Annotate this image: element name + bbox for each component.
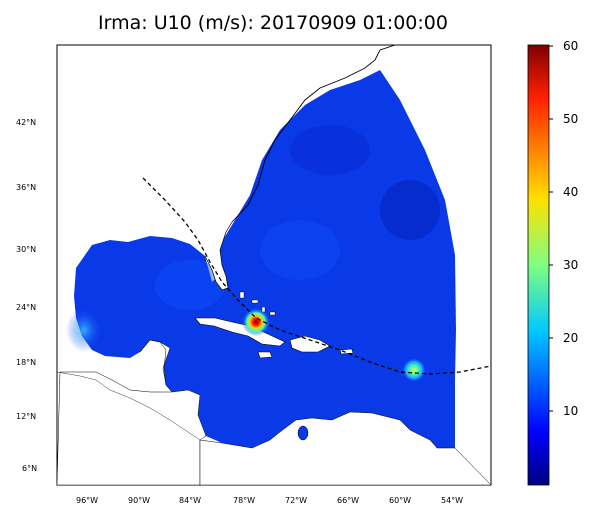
colorbar-label-60: 60 <box>563 39 578 53</box>
storm-track <box>142 177 491 375</box>
colorbar-label-10: 10 <box>563 404 578 418</box>
lon-label-54: 54°W <box>441 496 463 505</box>
low-wind-patch-2 <box>290 125 370 175</box>
low-wind-patch <box>380 180 440 240</box>
lat-label-12: 12°N <box>16 412 36 421</box>
lat-label-24: 24°N <box>16 303 36 312</box>
lat-label-6: 6°N <box>22 464 37 473</box>
puerto-rico-land <box>339 348 354 355</box>
colorbar-label-50: 50 <box>563 112 578 126</box>
florida-land <box>204 221 233 291</box>
irma-wind-core <box>242 308 270 336</box>
colorbar-label-40: 40 <box>563 185 578 199</box>
lon-label-60: 60°W <box>389 496 411 505</box>
jamaica-land <box>257 351 273 359</box>
gulf-wind-patch <box>155 260 225 310</box>
lat-label-18: 18°N <box>16 358 36 367</box>
gulf-coast-wind <box>66 308 102 352</box>
latitude-axis: 42°N 36°N 30°N 24°N 18°N 12°N 6°N <box>16 118 37 473</box>
lon-label-90: 90°W <box>128 496 150 505</box>
jose-wind-core <box>402 358 426 382</box>
cuba-land <box>194 317 286 347</box>
colorbar-label-20: 20 <box>563 331 578 345</box>
lat-label-30: 30°N <box>16 245 36 254</box>
yucatan-land <box>57 339 207 485</box>
colorbar-ticks: 10 20 30 40 50 60 <box>549 39 578 418</box>
lon-label-78: 78°W <box>233 496 255 505</box>
mid-wind-patch <box>260 220 340 280</box>
longitude-axis: 96°W 90°W 84°W 78°W 72°W 66°W 60°W 54°W <box>76 496 463 505</box>
lon-label-66: 66°W <box>337 496 359 505</box>
hispaniola-land <box>289 335 331 353</box>
central-america-border <box>57 371 201 441</box>
us-east-coast <box>231 45 396 223</box>
colorbar <box>527 44 550 486</box>
map-title: Irma: U10 (m/s): 20170909 01:00:00 <box>98 12 448 34</box>
south-america-land <box>199 411 491 485</box>
lon-label-84: 84°W <box>179 496 201 505</box>
lon-label-72: 72°W <box>285 496 307 505</box>
lon-label-96: 96°W <box>76 496 98 505</box>
lat-label-36: 36°N <box>16 183 36 192</box>
lat-label-42: 42°N <box>16 118 36 127</box>
colorbar-label-30: 30 <box>563 258 578 272</box>
lake-maracaibo <box>297 425 309 441</box>
